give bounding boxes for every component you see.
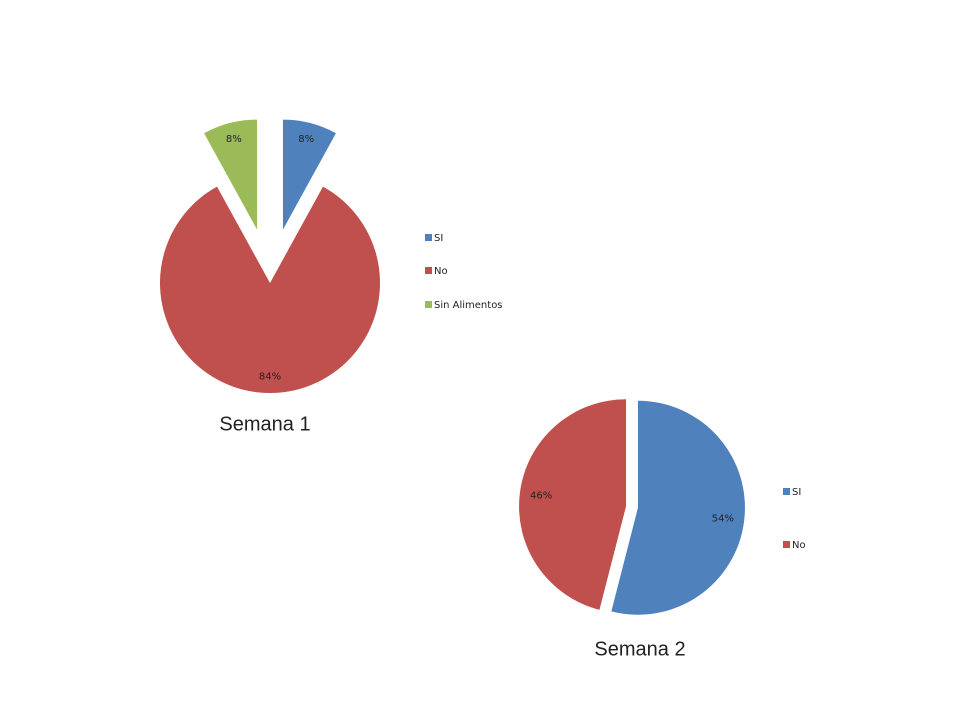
legend-swatch <box>425 301 432 308</box>
legend-label: No <box>792 540 806 551</box>
legend-label: No <box>434 266 448 277</box>
data-label: 84% <box>259 372 281 383</box>
data-label: 8% <box>226 134 242 145</box>
legend-swatch <box>425 267 432 274</box>
legend-swatch <box>783 488 790 495</box>
data-label: 46% <box>530 491 552 502</box>
pie-slice <box>159 186 380 393</box>
pie-slice <box>282 119 336 230</box>
legend-label: SI <box>434 233 443 244</box>
chart-title: Semana 2 <box>594 638 685 660</box>
legend-label: SI <box>792 487 801 498</box>
pie-slice <box>519 399 627 610</box>
legend-swatch <box>425 234 432 241</box>
chart-title: Semana 1 <box>219 413 310 435</box>
legend-swatch <box>783 541 790 548</box>
data-label: 54% <box>712 513 734 524</box>
pie-slice <box>204 119 258 230</box>
legend-label: Sin Alimentos <box>434 300 503 311</box>
pie-slice <box>611 400 745 615</box>
data-label: 8% <box>298 134 314 145</box>
